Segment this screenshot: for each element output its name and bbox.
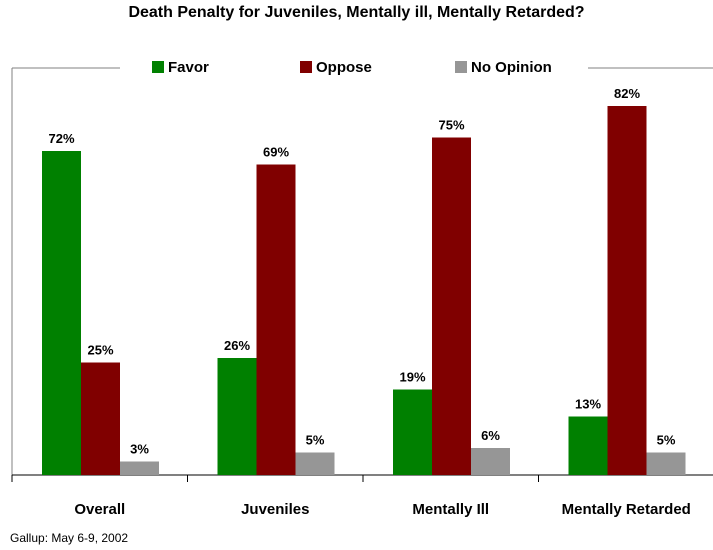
legend-label-no-opinion: No Opinion — [471, 59, 552, 76]
data-label: 72% — [48, 131, 74, 146]
bar-favor-mentally-ill — [393, 389, 432, 475]
bar-oppose-mentally-retarded — [607, 106, 647, 475]
legend-label-oppose: Oppose — [316, 59, 372, 76]
category-label-overall: Overall — [74, 501, 125, 518]
legend-swatch-favor — [152, 61, 164, 73]
data-label: 69% — [263, 145, 289, 160]
bar-favor-juveniles — [217, 358, 257, 475]
data-label: 75% — [438, 118, 464, 133]
chart-title: Death Penalty for Juveniles, Mentally il… — [128, 4, 585, 21]
category-label-mentally-ill: Mentally Ill — [412, 501, 489, 518]
data-label: 5% — [306, 433, 325, 448]
bar-oppose-overall — [81, 362, 120, 475]
bar-oppose-mentally-ill — [432, 137, 471, 475]
category-label-juveniles: Juveniles — [241, 501, 309, 518]
data-label: 6% — [481, 428, 500, 443]
bar-chart: Favor Oppose No Opinion 72% 25% 3% Overall 26% 6… — [11, 59, 713, 518]
data-label: 3% — [130, 442, 149, 457]
bar-no-opinion-overall — [120, 461, 159, 475]
data-label: 25% — [87, 343, 113, 358]
data-label: 82% — [614, 86, 640, 101]
bar-favor-overall — [42, 151, 81, 475]
data-label: 5% — [657, 433, 676, 448]
bar-oppose-juveniles — [256, 164, 296, 475]
data-label: 19% — [399, 370, 425, 385]
legend-swatch-no-opinion — [455, 61, 467, 73]
category-label-mentally-retarded: Mentally Retarded — [562, 501, 691, 518]
data-label: 13% — [575, 397, 601, 412]
bar-no-opinion-juveniles — [295, 452, 335, 475]
bar-favor-mentally-retarded — [568, 416, 608, 475]
bar-no-opinion-mentally-retarded — [646, 452, 686, 475]
legend-label-favor: Favor — [168, 59, 209, 76]
legend-swatch-oppose — [300, 61, 312, 73]
source-note: Gallup: May 6-9, 2002 — [10, 531, 129, 545]
data-label: 26% — [224, 338, 250, 353]
bar-no-opinion-mentally-ill — [471, 448, 510, 475]
